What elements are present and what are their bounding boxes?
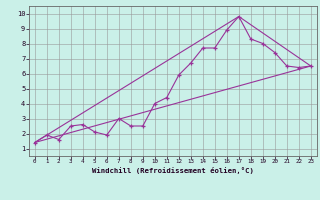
X-axis label: Windchill (Refroidissement éolien,°C): Windchill (Refroidissement éolien,°C) <box>92 167 254 174</box>
